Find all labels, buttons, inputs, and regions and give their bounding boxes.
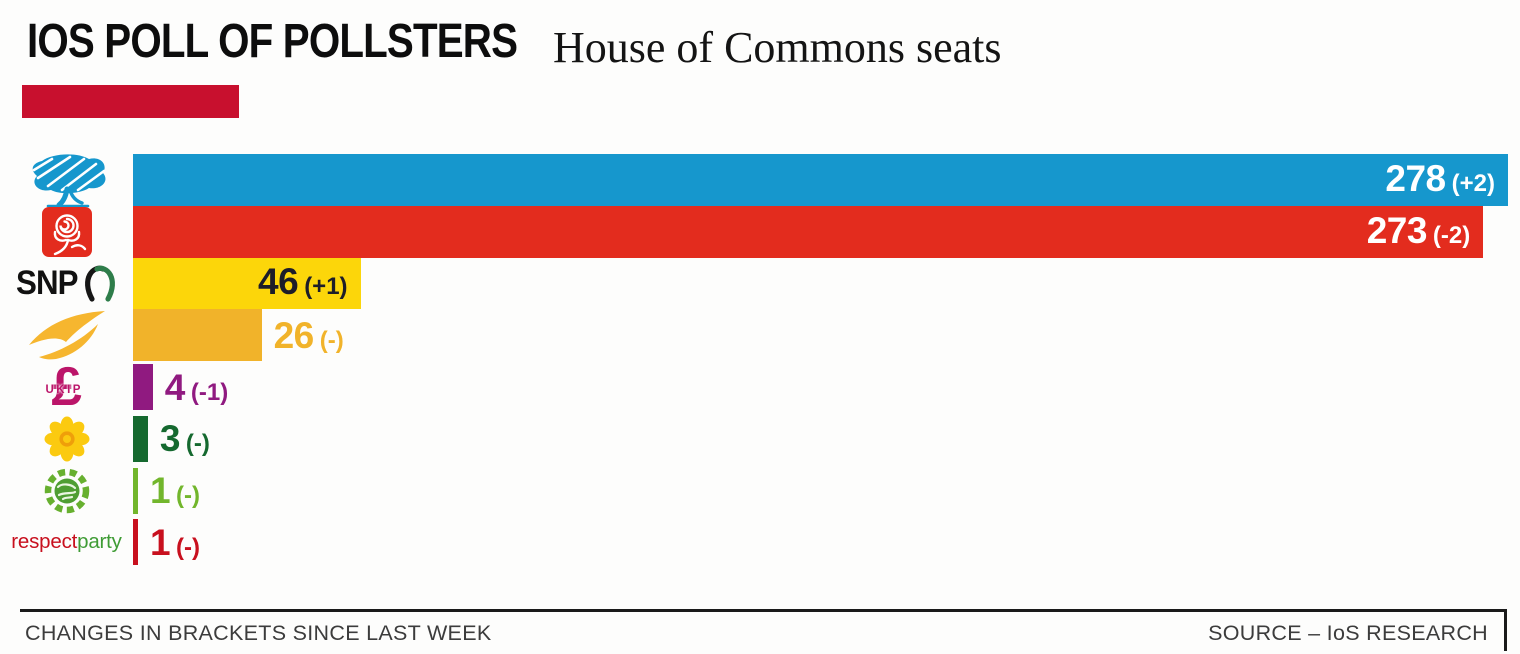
seat-count: 4 [164, 366, 186, 408]
seat-value-label: 278 (+2) [1385, 160, 1495, 197]
seat-change: (-) [185, 430, 210, 458]
pound-symbol: £ [51, 355, 82, 418]
seat-bar: 278 (+2) [133, 154, 1508, 206]
party-icon-cell [0, 309, 133, 361]
respect-wordmark-red: respect [11, 530, 78, 554]
seat-value-label: 26 (-) [274, 317, 344, 354]
seat-value-label: 46 (+1) [258, 264, 348, 301]
seat-count: 26 [273, 314, 315, 356]
seat-bar: 46 (+1) [133, 257, 361, 310]
libdem-bird-icon [28, 311, 105, 360]
seat-count: 273 [1366, 209, 1428, 251]
seat-bar [133, 519, 138, 566]
ukip-pound-icon: £ UKIP [43, 358, 91, 416]
seat-value-label: 1 (-) [150, 472, 200, 509]
page-title: IOS POLL OF POLLSTERS [27, 15, 518, 68]
bar-track: 4 (-1) [133, 361, 1508, 413]
respect-wordmark-green: party [77, 530, 122, 554]
seat-value-label: 4 (-1) [165, 369, 228, 406]
seat-count: 46 [258, 261, 299, 303]
bar-track: 26 (-) [133, 309, 1508, 362]
seat-count: 278 [1385, 157, 1446, 199]
party-icon-cell [0, 413, 133, 465]
seat-change: (+2) [1451, 169, 1495, 197]
seat-bar: 273 (-2) [133, 205, 1484, 258]
title-accent-block [22, 85, 239, 118]
bar-track: 1 (-) [133, 465, 1508, 517]
seat-change: (+1) [304, 273, 348, 301]
green-party-icon [44, 468, 89, 513]
footer-bar: CHANGES IN BRACKETS SINCE LAST WEEK SOUR… [20, 609, 1507, 651]
footer-source: SOURCE – IoS RESEARCH [1208, 621, 1488, 645]
page-subtitle: House of Commons seats [553, 23, 1002, 72]
seat-change: (-) [319, 326, 344, 354]
chart-row: 273 (-2) [0, 205, 1508, 258]
party-icon-cell: respectparty [0, 517, 133, 569]
bar-track: 278 (+2) [133, 154, 1508, 206]
respect-party-wordmark: respectparty [11, 530, 122, 554]
snp-logo-icon: SNP [16, 263, 118, 303]
party-icon-cell [0, 465, 133, 517]
seat-change: (-) [176, 482, 200, 510]
seat-change: (-2) [1432, 221, 1471, 249]
bar-track: 46 (+1) [133, 257, 1508, 310]
bar-track: 3 (-) [133, 413, 1508, 465]
plaid-daffodil-icon [44, 416, 89, 462]
chart-row: SNP 46 (+1) [0, 257, 1508, 310]
seat-change: (-) [176, 533, 200, 561]
bar-track: 273 (-2) [133, 205, 1508, 258]
party-icon-cell [0, 206, 133, 258]
seat-count: 1 [149, 470, 171, 512]
seat-bar [133, 467, 138, 514]
seat-value-label: 1 (-) [150, 524, 200, 561]
party-icon-cell [0, 154, 133, 208]
conservative-tree-icon [32, 154, 105, 208]
seat-value-label: 273 (-2) [1367, 212, 1471, 249]
ukip-letters: UKIP [45, 384, 83, 397]
chart-row: respectparty 1 (-) [0, 517, 1508, 569]
seat-bar [133, 364, 153, 411]
seat-bar [133, 415, 148, 462]
seat-bar [133, 309, 262, 362]
chart-row: 1 (-) [0, 465, 1508, 517]
seat-change: (-1) [190, 378, 229, 406]
seat-count: 1 [149, 521, 171, 563]
snp-loop-icon [85, 266, 116, 303]
footer-note: CHANGES IN BRACKETS SINCE LAST WEEK [25, 621, 492, 645]
seats-bar-chart: 278 (+2) 273 (-2) SNP [0, 154, 1508, 568]
party-icon-cell: SNP [0, 258, 133, 310]
chart-row: £ UKIP 4 (-1) [0, 358, 1508, 416]
labour-rose-icon [41, 206, 92, 257]
party-icon-cell: £ UKIP [0, 358, 133, 416]
snp-text: SNP [15, 263, 78, 302]
chart-row: 3 (-) [0, 413, 1508, 465]
chart-row: 278 (+2) [0, 154, 1508, 208]
seat-value-label: 3 (-) [160, 420, 210, 457]
chart-row: 26 (-) [0, 309, 1508, 362]
seat-count: 3 [159, 418, 181, 460]
bar-track: 1 (-) [133, 517, 1508, 569]
